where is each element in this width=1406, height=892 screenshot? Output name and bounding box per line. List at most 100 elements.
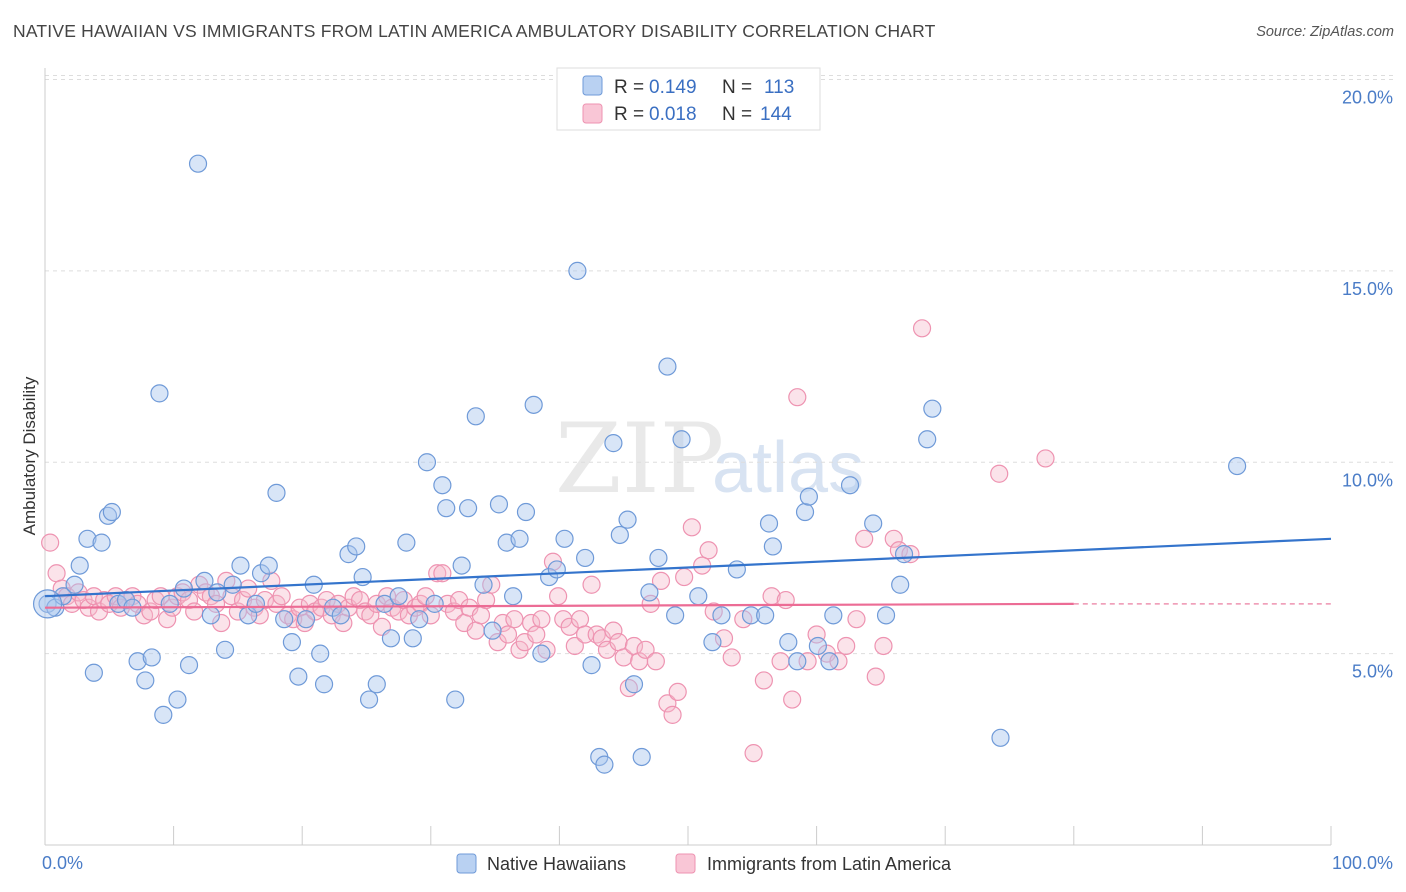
data-point-blue	[84, 663, 103, 682]
data-point-blue	[433, 476, 452, 495]
top-legend-r-value-pink: 0.018	[649, 104, 697, 125]
series-immigrants-latin-america	[41, 319, 1055, 763]
data-point-blue	[618, 510, 637, 529]
trend-line-blue	[44, 537, 1332, 598]
data-point-pink	[783, 690, 802, 709]
data-point-blue	[65, 575, 84, 594]
data-point-blue	[864, 514, 883, 533]
data-point-blue	[174, 579, 193, 598]
y-tick-label: 20.0%	[1342, 88, 1393, 108]
data-point-pink	[837, 636, 856, 656]
data-point-pink	[874, 636, 893, 656]
data-point-blue	[824, 606, 843, 625]
data-point-blue	[610, 525, 629, 545]
data-point-pink	[47, 564, 66, 583]
data-point-blue	[267, 483, 286, 502]
data-point-pink	[239, 579, 258, 598]
data-point-blue	[231, 556, 250, 575]
data-point-blue	[128, 652, 147, 671]
data-point-blue	[359, 690, 379, 709]
data-point-pink	[185, 602, 204, 621]
data-point-blue	[582, 656, 601, 675]
data-point-blue	[891, 575, 910, 594]
data-point-blue	[246, 594, 266, 613]
data-point-pink	[41, 533, 60, 552]
data-point-pink	[847, 610, 866, 629]
data-point-pink	[754, 671, 773, 690]
data-point-pink	[646, 652, 665, 671]
data-point-blue	[437, 499, 456, 518]
data-point-blue	[375, 594, 394, 613]
data-point-pink	[570, 610, 590, 629]
data-point-pink	[699, 541, 718, 560]
data-point-blue	[876, 606, 896, 625]
watermark: ZIP atlas	[555, 403, 864, 515]
data-point-blue	[524, 395, 543, 414]
data-point-blue	[223, 575, 242, 594]
data-point-blue	[179, 656, 199, 675]
data-point-blue	[389, 587, 408, 606]
top-legend-r-value-blue: 0.149	[649, 77, 697, 98]
data-point-pink	[912, 319, 932, 338]
data-point-pink	[158, 610, 177, 629]
data-point-pink	[466, 621, 485, 640]
data-point-pink	[505, 610, 524, 629]
data-point-pink	[788, 388, 807, 407]
data-point-pink	[668, 682, 687, 702]
data-point-pink	[609, 633, 628, 652]
data-point-pink	[990, 464, 1009, 483]
top-legend-n-label-blue: N =	[722, 77, 752, 98]
data-point-blue	[624, 675, 644, 694]
watermark-zip: ZIP	[555, 403, 724, 515]
data-point-blue	[532, 644, 551, 663]
data-point-blue	[150, 384, 169, 403]
data-point-blue	[275, 610, 294, 629]
data-point-pink	[658, 694, 677, 713]
data-point-blue	[795, 502, 815, 522]
bottom-legend: Native Hawaiians Immigrants from Latin A…	[456, 853, 952, 874]
data-point-pink	[488, 633, 507, 652]
data-point-blue	[259, 556, 278, 575]
data-point-blue	[314, 675, 334, 694]
source-note: Source: ZipAtlas.com	[1256, 24, 1394, 40]
data-point-blue	[991, 728, 1010, 747]
y-tick-label: 10.0%	[1342, 470, 1393, 490]
data-point-blue	[136, 671, 155, 690]
x-ticks	[44, 826, 1332, 845]
data-point-blue	[595, 755, 614, 774]
data-point-blue	[410, 610, 429, 629]
data-point-blue	[504, 587, 523, 606]
data-point-pink	[212, 613, 231, 633]
data-point-blue	[741, 606, 761, 625]
data-point-blue	[923, 399, 942, 418]
y-tick-label: 15.0%	[1342, 279, 1393, 299]
data-point-blue	[208, 583, 227, 602]
data-point-blue	[712, 606, 731, 625]
data-point-pink	[614, 648, 633, 667]
data-point-pink	[866, 667, 885, 686]
data-point-pink	[636, 640, 655, 659]
data-point-pink	[771, 652, 790, 671]
data-point-blue	[568, 261, 587, 280]
data-point-blue	[474, 575, 493, 594]
data-point-blue	[632, 747, 651, 767]
data-point-blue	[397, 533, 416, 552]
data-point-blue	[168, 690, 187, 709]
data-point-pink	[527, 625, 546, 644]
data-point-blue	[604, 434, 623, 453]
data-point-blue	[489, 495, 509, 514]
data-point-blue	[70, 556, 89, 575]
data-point-blue	[779, 633, 798, 652]
data-point-blue	[547, 560, 566, 579]
data-point-pink	[449, 590, 469, 610]
top-legend-r-label-pink: R =	[614, 104, 644, 125]
bottom-legend-label-pink: Immigrants from Latin America	[707, 854, 952, 874]
data-point-blue	[425, 594, 444, 613]
data-point-blue	[102, 502, 121, 522]
y-axis-label: Ambulatory Disability	[20, 376, 39, 535]
data-point-pink	[1036, 449, 1055, 468]
data-point-blue	[763, 537, 782, 556]
data-point-pink	[651, 571, 671, 591]
top-legend-r-label-blue: R =	[614, 77, 644, 98]
